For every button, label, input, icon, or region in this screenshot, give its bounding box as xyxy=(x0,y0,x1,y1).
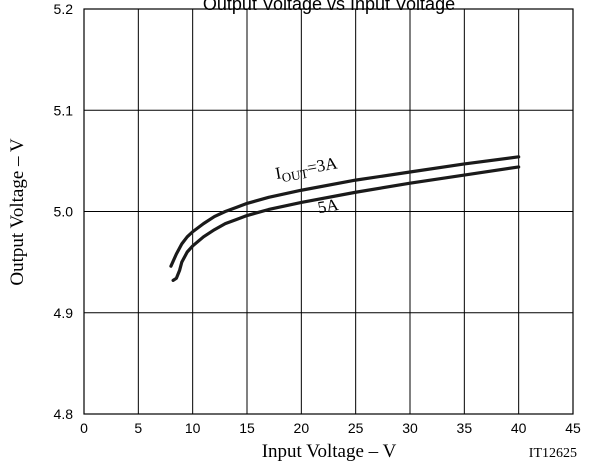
tick-labels: 0 5 10 15 20 25 30 35 40 45 4.8 4.9 5.0 5.1 5.2 xyxy=(54,1,581,436)
x-axis-title: Input Voltage – V xyxy=(262,441,397,462)
plot-frame xyxy=(83,8,574,415)
grid xyxy=(83,8,574,415)
x-tick-label-3: 15 xyxy=(239,420,255,436)
x-tick-label-7: 35 xyxy=(457,420,473,436)
x-tick-label-8: 40 xyxy=(511,420,527,436)
x-tick-label-2: 10 xyxy=(185,420,201,436)
y-tick-label-4: 5.2 xyxy=(54,1,74,17)
figure-code: IT12625 xyxy=(529,446,577,461)
x-tick-label-4: 20 xyxy=(294,420,310,436)
series-label-iout-3a: IOUT=3A xyxy=(274,153,340,186)
y-tick-label-2: 5.0 xyxy=(54,204,74,220)
series-line-1 xyxy=(171,165,521,282)
y-axis-title: Output Voltage – V xyxy=(7,138,28,286)
x-tick-label-0: 0 xyxy=(80,420,88,436)
y-tick-label-1: 4.9 xyxy=(54,305,74,321)
series-labels: IOUT=3A 5A xyxy=(274,153,341,217)
series-line-0 xyxy=(169,155,521,268)
y-tick-label-0: 4.8 xyxy=(54,406,74,422)
chart-title: Output Voltage vs Input Voltage xyxy=(203,0,455,14)
x-tick-label-9: 45 xyxy=(565,420,581,436)
series-label-5a: 5A xyxy=(316,195,340,217)
x-tick-label-6: 30 xyxy=(402,420,418,436)
series-lines xyxy=(169,155,521,282)
x-tick-label-5: 25 xyxy=(348,420,364,436)
y-tick-label-3: 5.1 xyxy=(54,102,74,118)
x-tick-label-1: 5 xyxy=(134,420,142,436)
